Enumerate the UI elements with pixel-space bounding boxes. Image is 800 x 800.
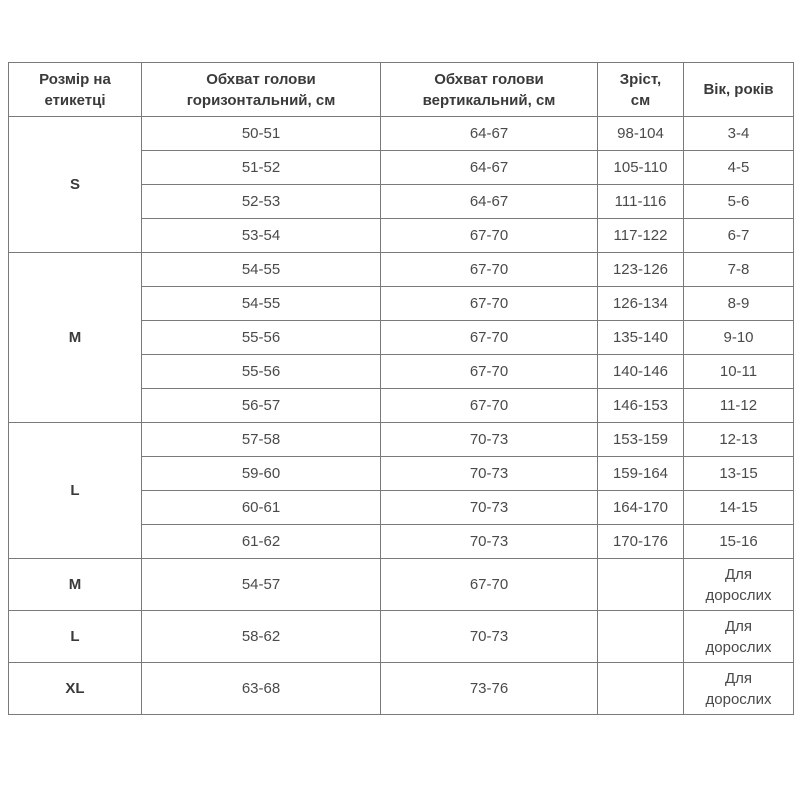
cell-horizontal: 56-57 xyxy=(141,388,381,423)
column-header-size: Розмір на етикетці xyxy=(8,62,142,117)
cell-age: 14-15 xyxy=(683,490,794,525)
cell-vertical: 70-73 xyxy=(380,456,598,491)
cell-height: 159-164 xyxy=(597,456,684,491)
cell-age: Для дорослих xyxy=(683,662,794,715)
size-label: L xyxy=(8,610,142,663)
cell-horizontal: 61-62 xyxy=(141,524,381,559)
table-row: 56-57 67-70 146-153 11-12 xyxy=(9,388,794,423)
cell-horizontal: 54-57 xyxy=(141,558,381,611)
size-label: M xyxy=(8,252,142,423)
cell-vertical: 70-73 xyxy=(380,422,598,457)
cell-vertical: 67-70 xyxy=(380,218,598,253)
cell-age: 6-7 xyxy=(683,218,794,253)
cell-age: 7-8 xyxy=(683,252,794,287)
cell-age: Для дорослих xyxy=(683,610,794,663)
cell-vertical: 70-73 xyxy=(380,610,598,663)
column-header-height: Зріст, см xyxy=(597,62,684,117)
table-row: 54-55 67-70 126-134 8-9 xyxy=(9,286,794,321)
column-header-age: Вік, років xyxy=(683,62,794,117)
cell-height: 164-170 xyxy=(597,490,684,525)
cell-height: 126-134 xyxy=(597,286,684,321)
cell-vertical: 64-67 xyxy=(380,184,598,219)
cell-vertical: 67-70 xyxy=(380,320,598,355)
cell-horizontal: 58-62 xyxy=(141,610,381,663)
table-row: 55-56 67-70 140-146 10-11 xyxy=(9,354,794,389)
cell-vertical: 64-67 xyxy=(380,150,598,185)
table-row: M 54-55 67-70 123-126 7-8 xyxy=(8,252,794,423)
cell-height: 117-122 xyxy=(597,218,684,253)
cell-horizontal: 52-53 xyxy=(141,184,381,219)
table-row: 52-53 64-67 111-116 5-6 xyxy=(9,184,794,219)
cell-age: 8-9 xyxy=(683,286,794,321)
cell-height: 98-104 xyxy=(597,116,684,151)
cell-age: 9-10 xyxy=(683,320,794,355)
size-label: M xyxy=(8,558,142,611)
table-row: M 54-57 67-70 Для дорослих xyxy=(8,558,794,611)
cell-height: 111-116 xyxy=(597,184,684,219)
cell-vertical: 64-67 xyxy=(380,116,598,151)
cell-height: 146-153 xyxy=(597,388,684,423)
cell-horizontal: 54-55 xyxy=(141,286,381,321)
table-row: L 57-58 70-73 153-159 12-13 xyxy=(8,422,794,559)
size-chart-table: Розмір на етикетці Обхват голови горизон… xyxy=(8,62,794,715)
cell-horizontal: 55-56 xyxy=(141,320,381,355)
cell-vertical: 67-70 xyxy=(380,388,598,423)
size-label: S xyxy=(8,116,142,253)
table-row: S 50-51 64-67 98-104 3-4 xyxy=(8,116,794,253)
cell-height: 123-126 xyxy=(597,252,684,287)
cell-horizontal: 53-54 xyxy=(141,218,381,253)
cell-vertical: 73-76 xyxy=(380,662,598,715)
cell-height xyxy=(597,662,684,715)
size-chart-container: Розмір на етикетці Обхват голови горизон… xyxy=(8,62,794,715)
cell-horizontal: 54-55 xyxy=(141,252,381,287)
cell-height: 153-159 xyxy=(597,422,684,457)
cell-age: 4-5 xyxy=(683,150,794,185)
cell-vertical: 67-70 xyxy=(380,286,598,321)
table-row: 55-56 67-70 135-140 9-10 xyxy=(9,320,794,355)
table-row: L 58-62 70-73 Для дорослих xyxy=(8,610,794,663)
cell-vertical: 67-70 xyxy=(380,354,598,389)
cell-age: 13-15 xyxy=(683,456,794,491)
cell-horizontal: 55-56 xyxy=(141,354,381,389)
cell-age: 11-12 xyxy=(683,388,794,423)
size-label: L xyxy=(8,422,142,559)
cell-age: Для дорослих xyxy=(683,558,794,611)
cell-height xyxy=(597,558,684,611)
cell-height: 140-146 xyxy=(597,354,684,389)
cell-age: 3-4 xyxy=(683,116,794,151)
cell-age: 12-13 xyxy=(683,422,794,457)
cell-horizontal: 60-61 xyxy=(141,490,381,525)
cell-vertical: 70-73 xyxy=(380,524,598,559)
table-row: 59-60 70-73 159-164 13-15 xyxy=(9,456,794,491)
column-header-vertical: Обхват голови вертикальний, см xyxy=(380,62,598,117)
size-label: XL xyxy=(8,662,142,715)
cell-vertical: 70-73 xyxy=(380,490,598,525)
column-header-horizontal: Обхват голови горизонтальний, см xyxy=(141,62,381,117)
cell-vertical: 67-70 xyxy=(380,558,598,611)
table-row: XL 63-68 73-76 Для дорослих xyxy=(8,662,794,715)
cell-height: 135-140 xyxy=(597,320,684,355)
cell-horizontal: 50-51 xyxy=(141,116,381,151)
cell-age: 10-11 xyxy=(683,354,794,389)
cell-horizontal: 57-58 xyxy=(141,422,381,457)
cell-height: 170-176 xyxy=(597,524,684,559)
header-row: Розмір на етикетці Обхват голови горизон… xyxy=(8,62,794,117)
cell-horizontal: 59-60 xyxy=(141,456,381,491)
cell-height xyxy=(597,610,684,663)
cell-horizontal: 63-68 xyxy=(141,662,381,715)
cell-age: 5-6 xyxy=(683,184,794,219)
cell-height: 105-110 xyxy=(597,150,684,185)
cell-age: 15-16 xyxy=(683,524,794,559)
cell-horizontal: 51-52 xyxy=(141,150,381,185)
cell-vertical: 67-70 xyxy=(380,252,598,287)
table-row: 51-52 64-67 105-110 4-5 xyxy=(9,150,794,185)
table-row: 53-54 67-70 117-122 6-7 xyxy=(9,218,794,253)
